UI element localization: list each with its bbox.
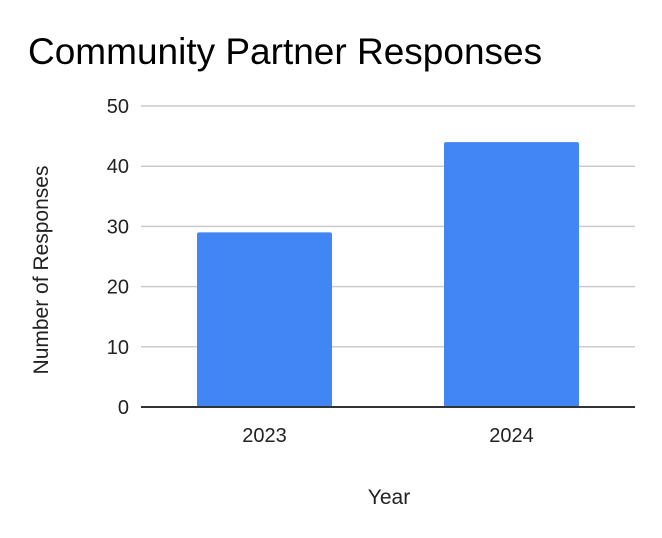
y-tick-label: 10 bbox=[107, 337, 129, 359]
y-axis-ticks: 0 10 20 30 40 50 bbox=[107, 96, 129, 419]
x-tick-label: 2024 bbox=[489, 425, 534, 447]
x-axis-ticks: 2023 2024 bbox=[242, 425, 534, 447]
y-tick-label: 50 bbox=[107, 96, 129, 118]
x-axis-title: Year bbox=[368, 486, 410, 509]
bars bbox=[197, 142, 579, 407]
y-tick-label: 20 bbox=[107, 277, 129, 299]
y-tick-label: 0 bbox=[118, 397, 129, 419]
chart-title: Community Partner Responses bbox=[28, 31, 542, 72]
bar-2024 bbox=[444, 142, 579, 407]
y-tick-label: 40 bbox=[107, 156, 129, 178]
x-tick-label: 2023 bbox=[242, 425, 287, 447]
y-tick-label: 30 bbox=[107, 216, 129, 238]
y-axis-title: Number of Responses bbox=[30, 166, 53, 375]
bar-2023 bbox=[197, 232, 332, 407]
